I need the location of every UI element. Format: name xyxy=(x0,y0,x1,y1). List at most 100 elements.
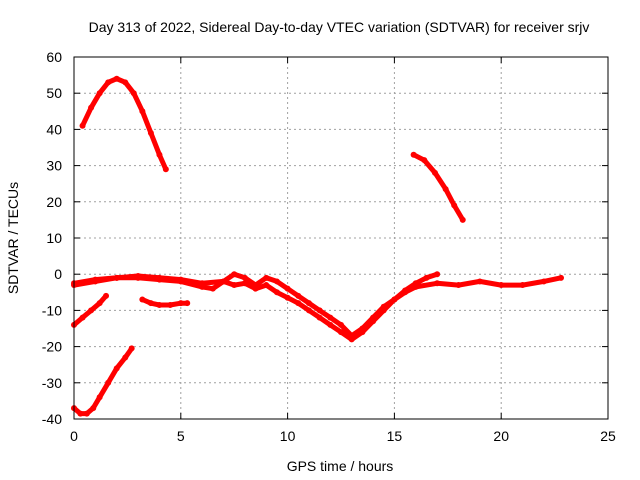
data-point xyxy=(263,282,270,289)
data-point xyxy=(156,276,163,283)
y-axis-label: SDTVAR / TECUs xyxy=(5,182,21,294)
data-point xyxy=(540,278,547,285)
x-tick-label: 5 xyxy=(177,428,185,444)
data-point xyxy=(402,287,409,294)
data-point xyxy=(519,282,526,289)
data-point xyxy=(209,285,216,292)
data-point xyxy=(177,300,184,307)
data-point xyxy=(295,300,302,307)
data-point xyxy=(327,314,334,321)
data-point xyxy=(380,307,387,314)
data-point xyxy=(316,314,323,321)
data-point xyxy=(92,276,99,283)
data-point xyxy=(128,345,135,352)
grid xyxy=(74,57,608,419)
data-point xyxy=(96,90,103,97)
data-point xyxy=(113,365,120,372)
data-point xyxy=(455,282,462,289)
data-point xyxy=(305,300,312,307)
data-point xyxy=(498,282,505,289)
data-point xyxy=(156,151,163,158)
data-point xyxy=(113,75,120,82)
x-tick-label: 10 xyxy=(280,428,296,444)
chart-title: Day 313 of 2022, Sidereal Day-to-day VTE… xyxy=(89,19,590,35)
data-point xyxy=(241,274,248,281)
data-point xyxy=(431,169,438,176)
data-point xyxy=(122,354,129,361)
data-point xyxy=(79,122,86,129)
data-point xyxy=(113,274,120,281)
data-point xyxy=(412,280,419,287)
data-point xyxy=(476,278,483,285)
x-tick-label: 20 xyxy=(493,428,509,444)
data-point xyxy=(338,321,344,328)
data-point xyxy=(135,274,142,281)
data-point xyxy=(284,294,291,301)
x-axis-label: GPS time / hours xyxy=(287,458,394,474)
data-point xyxy=(167,301,174,308)
data-point xyxy=(434,280,441,287)
data-point xyxy=(263,274,270,281)
data-point xyxy=(177,278,184,285)
data-point xyxy=(316,307,323,314)
data-point xyxy=(105,379,112,386)
data-point xyxy=(359,329,366,336)
data-point xyxy=(77,410,84,417)
data-point xyxy=(241,280,248,287)
data-point xyxy=(90,405,97,412)
data-point xyxy=(130,90,137,97)
x-tick-label: 0 xyxy=(70,428,78,444)
data-point xyxy=(434,271,441,278)
data-point xyxy=(139,108,146,115)
data-point xyxy=(220,278,227,285)
data-point xyxy=(156,301,163,308)
y-tick-label: -40 xyxy=(42,411,62,427)
data-point xyxy=(273,278,280,285)
y-tick-label: 30 xyxy=(46,158,62,174)
y-tick-label: 0 xyxy=(54,266,62,282)
data-point xyxy=(147,300,154,307)
axis-ticks: 0 5 10 15 20 25 -40 -30 -20 -10 0 10 20 30 40 50 60 xyxy=(42,49,616,444)
data-point xyxy=(421,157,428,164)
data-point xyxy=(88,307,95,314)
data-point xyxy=(83,410,90,417)
data-point xyxy=(122,79,129,86)
y-tick-label: -10 xyxy=(42,302,62,318)
data-point xyxy=(410,151,417,158)
x-tick-label: 25 xyxy=(600,428,616,444)
data-point xyxy=(96,300,103,307)
y-tick-label: 40 xyxy=(46,121,62,137)
data-point xyxy=(459,216,466,223)
data-point xyxy=(231,282,238,289)
y-tick-label: -20 xyxy=(42,339,62,355)
data-point xyxy=(139,296,146,303)
data-point xyxy=(423,274,430,281)
data-point xyxy=(338,329,344,336)
y-tick-label: 60 xyxy=(46,49,62,65)
plot-frame xyxy=(73,56,609,420)
y-tick-label: 50 xyxy=(46,85,62,101)
y-tick-label: 10 xyxy=(46,230,62,246)
data-point xyxy=(284,285,291,292)
data-point xyxy=(305,307,312,314)
data-point xyxy=(79,314,86,321)
data-point xyxy=(391,296,398,303)
data-point xyxy=(231,271,238,278)
data-point xyxy=(184,300,191,307)
data-point xyxy=(348,336,355,343)
data-series xyxy=(71,75,565,417)
data-point xyxy=(451,202,458,209)
x-tick-label: 15 xyxy=(387,428,403,444)
data-point xyxy=(370,318,377,325)
data-point xyxy=(327,321,334,328)
data-point xyxy=(105,79,112,86)
data-point xyxy=(96,394,103,401)
data-point xyxy=(442,186,449,193)
data-point xyxy=(103,292,110,299)
series-trace-main xyxy=(71,271,564,339)
data-point xyxy=(162,166,169,173)
data-point xyxy=(295,292,302,299)
y-tick-label: -30 xyxy=(42,375,62,391)
data-point xyxy=(558,274,565,281)
